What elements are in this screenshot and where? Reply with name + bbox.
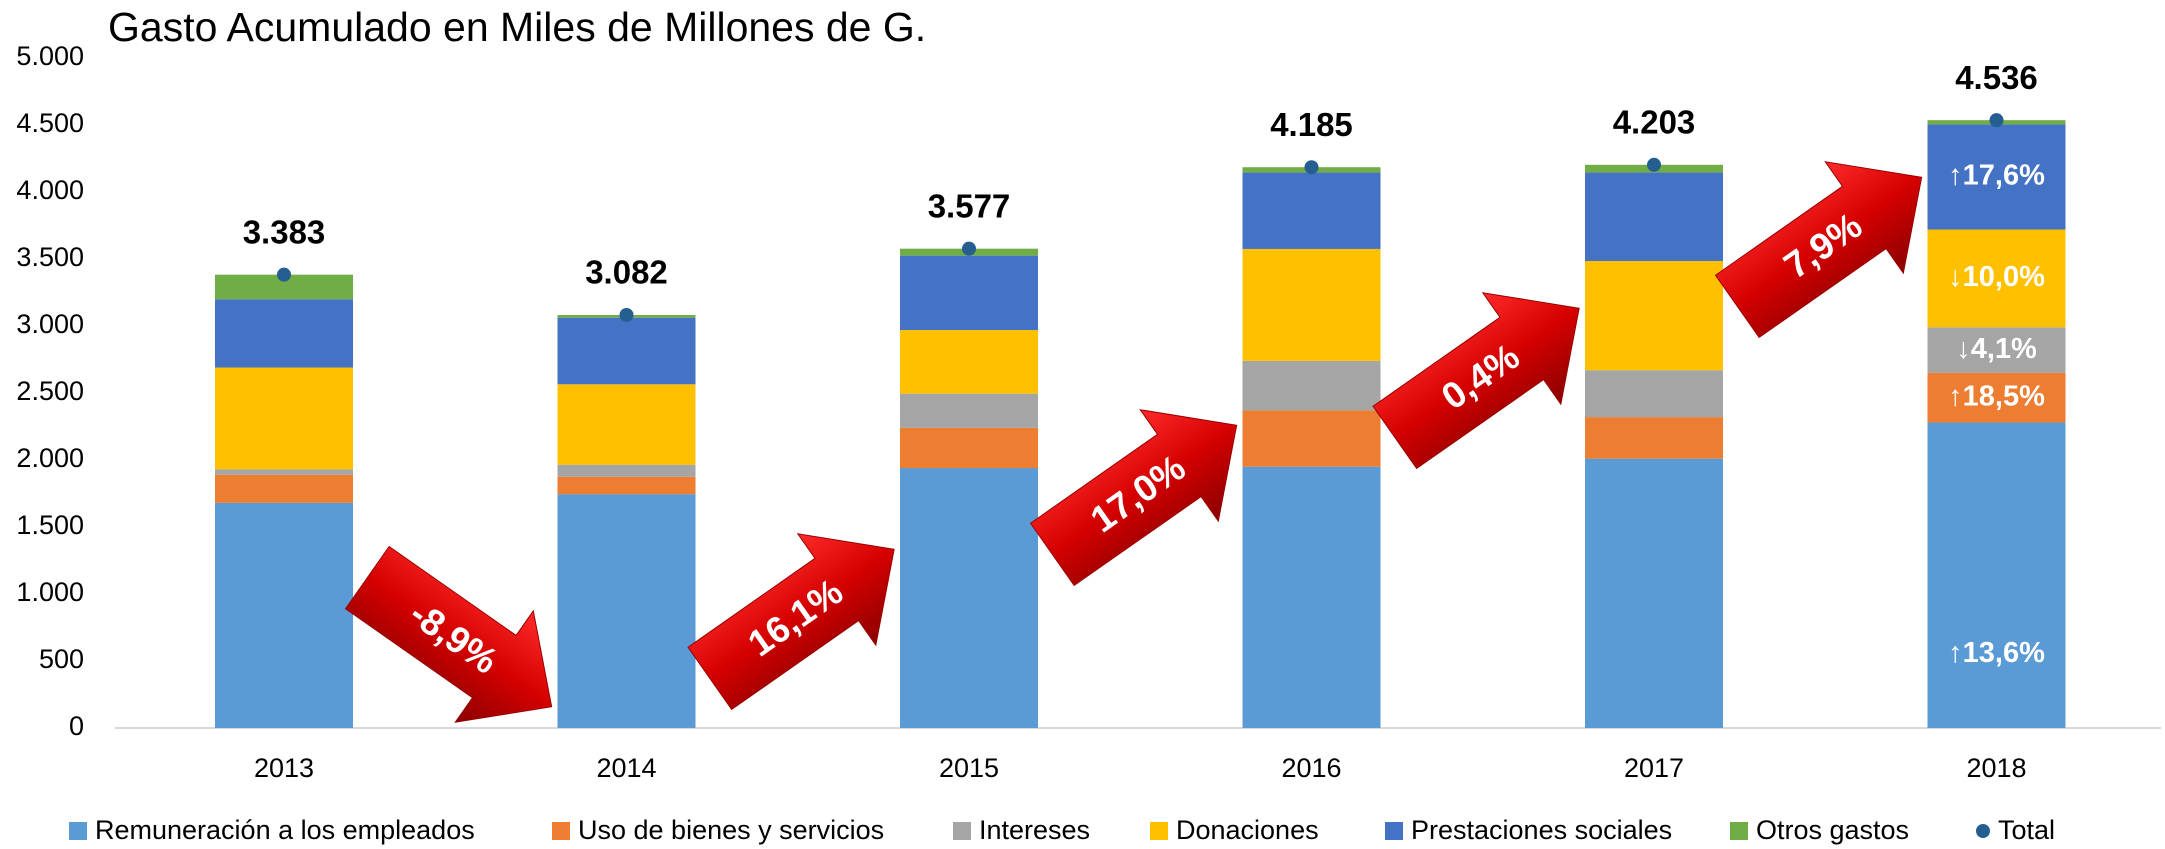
total-label: 4.536 [1955, 59, 2038, 96]
legend-swatch [1385, 822, 1403, 840]
bar-segment [557, 384, 696, 465]
legend-swatch [953, 822, 971, 840]
legend-swatch [552, 822, 570, 840]
y-tick-label: 1.000 [16, 577, 84, 607]
bar-segment [557, 494, 696, 728]
bar-segment [1585, 172, 1723, 262]
segment-change-label: ↓10,0% [1948, 261, 2045, 293]
total-dot [1304, 160, 1319, 175]
legend-label: Donaciones [1176, 815, 1319, 845]
x-tick-label: 2014 [596, 753, 656, 783]
bar-segment [1927, 229, 2066, 328]
y-tick-label: 5.000 [16, 41, 84, 71]
bar-segment [557, 464, 696, 477]
x-tick-label: 2015 [939, 753, 999, 783]
total-label: 3.383 [243, 213, 326, 250]
total-label: 3.082 [585, 254, 668, 291]
legend-label: Intereses [979, 815, 1090, 845]
bar-segment [1585, 417, 1723, 459]
x-tick-label: 2016 [1281, 753, 1341, 783]
bar-segment [1242, 360, 1381, 411]
y-tick-label: 2.000 [16, 443, 84, 473]
y-tick-label: 3.000 [16, 309, 84, 339]
total-dot [619, 308, 634, 323]
bar-segment [1585, 458, 1723, 728]
bar-segment [900, 427, 1038, 469]
y-tick-label: 3.500 [16, 242, 84, 272]
chart-title: Gasto Acumulado en Miles de Millones de … [108, 4, 926, 50]
bar-segment [215, 299, 353, 368]
arrow-shape [1714, 161, 1923, 339]
growth-arrow: 17,0% [1029, 409, 1238, 587]
total-dot [1647, 157, 1661, 172]
legend-label: Remuneración a los empleados [95, 815, 475, 845]
segment-change-label: ↑17,6% [1948, 160, 2045, 192]
legend-label: Total [1998, 815, 2055, 845]
total-dot [962, 241, 976, 256]
bar-segment [215, 502, 353, 728]
bar-segment [1585, 261, 1723, 371]
segment-change-label: ↓4,1% [1956, 333, 2037, 365]
arrow-shape [344, 545, 553, 723]
bar-segment [1242, 172, 1381, 249]
y-tick-label: 4.500 [16, 108, 84, 138]
bar-segment [900, 255, 1038, 331]
total-dot [1989, 113, 2004, 128]
legend-label: Otros gastos [1756, 815, 1909, 845]
x-tick-label: 2018 [1966, 753, 2026, 783]
bar-segment [215, 469, 353, 475]
bar-segment [215, 367, 353, 470]
total-dot [277, 267, 291, 282]
total-label: 3.577 [928, 187, 1011, 224]
growth-arrow: 7,9% [1714, 161, 1923, 339]
bar-segment [1927, 422, 2066, 728]
bar-segment [1927, 372, 2066, 423]
total-label: 4.185 [1270, 106, 1353, 143]
legend-swatch [1150, 822, 1168, 840]
legend-label: Prestaciones sociales [1411, 815, 1672, 845]
segment-change-label: ↑18,5% [1948, 380, 2045, 412]
bar-segment [900, 393, 1038, 428]
legend-label: Uso de bienes y servicios [578, 815, 884, 845]
y-tick-label: 2.500 [16, 376, 84, 406]
bar-segment [557, 476, 696, 495]
bar-segment [557, 317, 696, 385]
arrow-shape [687, 533, 895, 711]
growth-arrow: -8,9% [344, 545, 553, 723]
bar-segment [215, 474, 353, 503]
growth-arrow: 0,4% [1372, 292, 1580, 470]
y-tick-label: 1.500 [16, 510, 84, 540]
total-label: 4.203 [1613, 104, 1696, 141]
bar-segment [1927, 124, 2066, 230]
bar-segment [900, 330, 1038, 394]
y-tick-label: 500 [39, 644, 84, 674]
y-tick-label: 0 [69, 711, 84, 741]
x-tick-label: 2017 [1624, 753, 1684, 783]
bar-segment [1242, 410, 1381, 467]
x-tick-label: 2013 [254, 753, 314, 783]
legend-swatch [1976, 824, 1990, 838]
segment-change-label: ↑13,6% [1948, 637, 2045, 669]
arrow-shape [1372, 292, 1580, 470]
bar-segment [900, 468, 1038, 728]
arrow-shape [1029, 409, 1238, 587]
legend-swatch [69, 822, 87, 840]
bar-segment [1242, 248, 1381, 361]
growth-arrow: 16,1% [687, 533, 895, 711]
bar-segment [1927, 327, 2066, 373]
bar-segment [1242, 466, 1381, 728]
bar-segment [1585, 370, 1723, 418]
legend-swatch [1730, 822, 1748, 840]
y-tick-label: 4.000 [16, 175, 84, 205]
